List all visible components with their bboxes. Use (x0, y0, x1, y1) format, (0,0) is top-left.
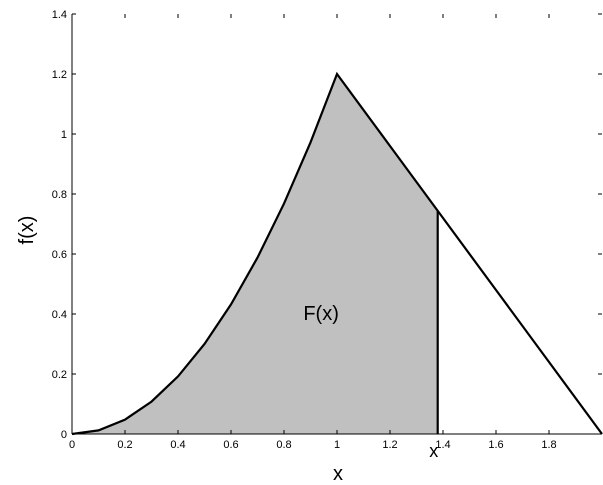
area-label-F: F(x) (303, 303, 339, 325)
annotations: F(x) x (303, 303, 438, 461)
shaded-area-F (72, 74, 438, 434)
x-tick-label: 1.2 (382, 439, 397, 451)
x-tick-label: 0.6 (223, 439, 238, 451)
x-tick-label: 0.2 (117, 439, 132, 451)
x-tick-label: 0 (69, 439, 75, 451)
y-tick-label: 1 (61, 129, 67, 141)
x-tick-label: 1.8 (541, 439, 556, 451)
x-tick-label: 0.8 (276, 439, 291, 451)
x-tick-label: 1.6 (488, 439, 503, 451)
y-tick-label: 0.8 (52, 189, 67, 201)
axes: 0 0.2 0.4 0.6 0.8 1 1.2 1.4 1.6 1.8 0 0.2 0.4 0.6 0.8 1… (52, 9, 602, 451)
x-tick-label: 1.4 (435, 439, 450, 451)
y-tick-label: 0 (61, 429, 67, 441)
plot-area (71, 71, 603, 436)
x-axis-title: x (333, 463, 343, 485)
x-tick-label: 0.4 (170, 439, 185, 451)
x-marker-label: x (429, 441, 438, 461)
y-tick-label: 0.6 (52, 249, 67, 261)
y-tick-label: 1.2 (52, 69, 67, 81)
y-tick-label: 1.4 (52, 9, 67, 21)
x-tick-label: 1 (334, 439, 340, 451)
y-axis-title: f(x) (16, 216, 38, 245)
y-tick-label: 0.4 (52, 309, 67, 321)
series-line-f (71, 71, 603, 436)
y-tick-label: 0.2 (52, 369, 67, 381)
